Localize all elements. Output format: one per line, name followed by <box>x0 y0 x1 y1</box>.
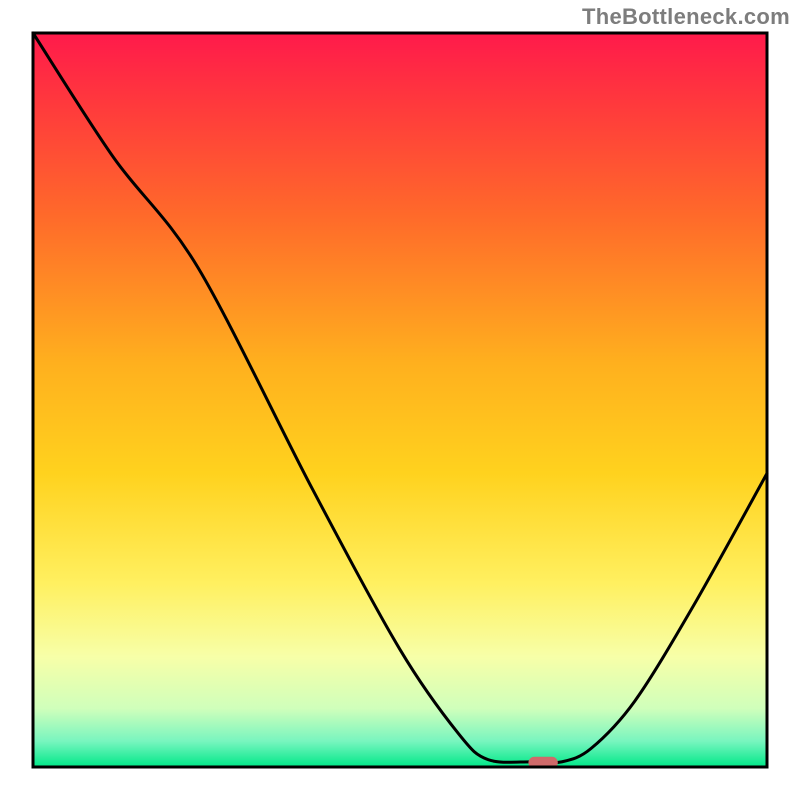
chart-background <box>33 33 767 767</box>
bottleneck-chart <box>0 0 800 800</box>
